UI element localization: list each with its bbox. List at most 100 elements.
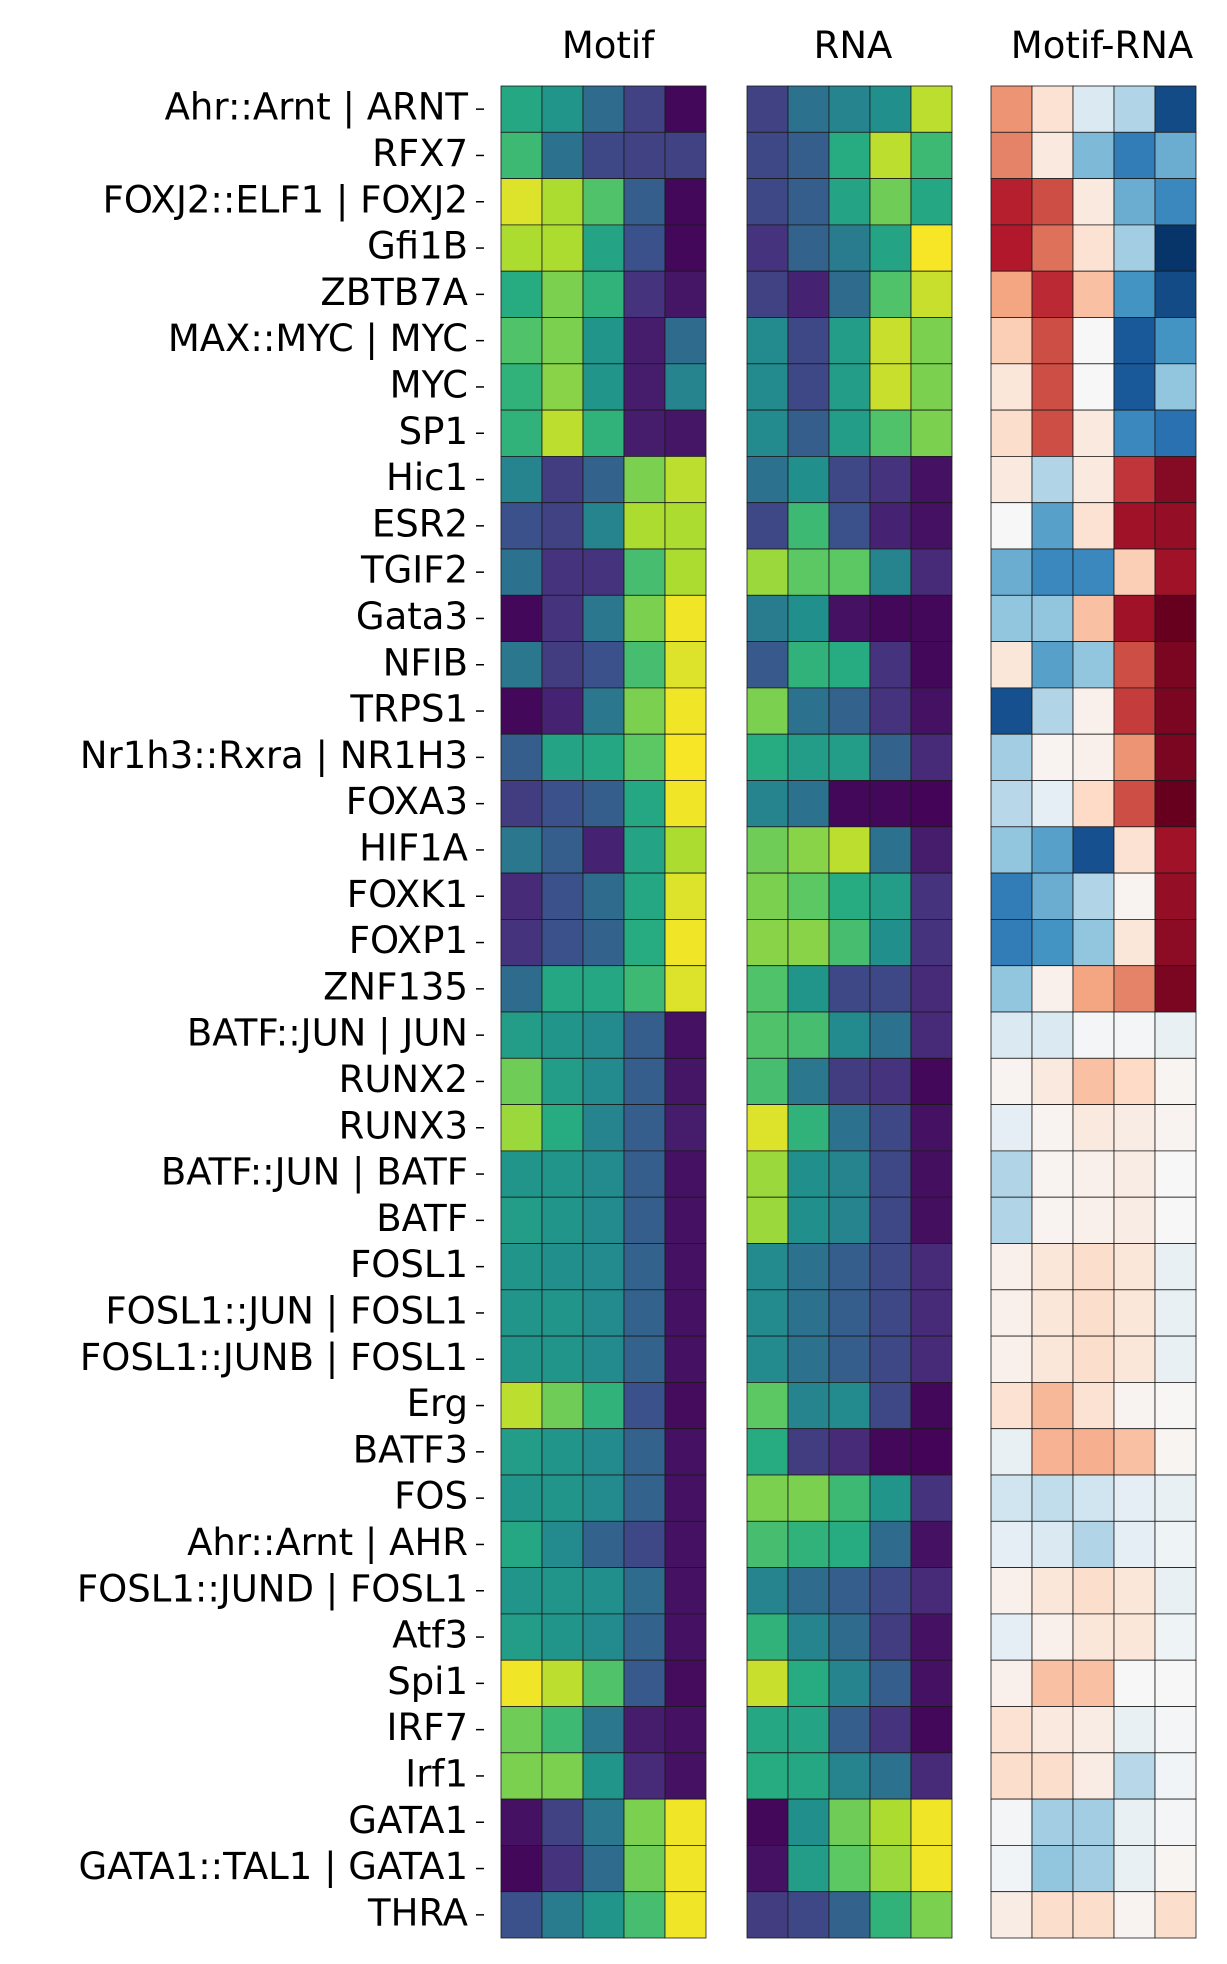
rna-cell (746, 1659, 789, 1707)
motif-cell (500, 178, 543, 226)
rna-cell (869, 1567, 912, 1615)
motif-cell (623, 224, 666, 272)
motif-cell (582, 131, 625, 180)
rna-cell (910, 1335, 953, 1383)
motif-cell (623, 455, 666, 504)
motif-cell (623, 1474, 666, 1522)
motif-rna-cell (1072, 1520, 1115, 1569)
rna-cell (869, 641, 912, 689)
rna-cell (910, 455, 953, 504)
motif-rna-cell (1154, 1798, 1197, 1846)
motif-cell (582, 1428, 625, 1476)
rna-cell (828, 1706, 871, 1754)
motif-rna-cell (1072, 1382, 1115, 1430)
motif-cell (582, 1011, 625, 1059)
motif-rna-cell (1072, 1891, 1115, 1939)
rna-cell (828, 1474, 871, 1522)
motif-rna-cell (1113, 317, 1156, 365)
motif-rna-cell (1072, 224, 1115, 272)
motif-rna-cell (1031, 1011, 1074, 1059)
motif-rna-cell (1072, 919, 1115, 967)
rna-cell (828, 1752, 871, 1800)
motif-rna-cell (1154, 131, 1197, 180)
motif-cell (623, 1659, 666, 1707)
motif-cell (500, 131, 543, 180)
motif-cell (582, 502, 625, 550)
motif-rna-cell (1072, 1335, 1115, 1383)
motif-cell (541, 733, 584, 781)
motif-cell (582, 1150, 625, 1198)
rna-cell (910, 1011, 953, 1059)
rna-cell (910, 733, 953, 781)
motif-cell (664, 780, 707, 828)
motif-rna-cell (1031, 363, 1074, 411)
motif-cell (582, 1289, 625, 1337)
motif-rna-cell (990, 1474, 1033, 1522)
rna-cell (746, 687, 789, 735)
rna-cell (910, 1474, 953, 1522)
motif-rna-cell (1154, 85, 1197, 133)
rna-cell (869, 1891, 912, 1939)
motif-cell (500, 1289, 543, 1337)
motif-cell (582, 733, 625, 781)
motif-rna-cell (990, 780, 1033, 828)
row-label: RFX7 (372, 132, 468, 175)
motif-rna-cell (990, 1798, 1033, 1846)
rna-cell (910, 1196, 953, 1244)
rna-cell (910, 85, 953, 133)
motif-rna-cell (1113, 1845, 1156, 1893)
motif-rna-cell (1154, 270, 1197, 318)
motif-rna-cell (1154, 455, 1197, 504)
rna-cell (787, 1567, 830, 1615)
motif-rna-cell (1154, 1196, 1197, 1244)
motif-cell (541, 1891, 584, 1939)
rna-cell (828, 1011, 871, 1059)
motif-rna-cell (990, 594, 1033, 642)
motif-cell (623, 1798, 666, 1846)
panel-title-motif: Motif (562, 24, 655, 67)
row-label: SP1 (399, 410, 468, 453)
motif-cell (664, 455, 707, 504)
motif-rna-cell (990, 270, 1033, 318)
rna-cell (828, 1659, 871, 1707)
motif-rna-cell (1031, 85, 1074, 133)
motif-cell (664, 131, 707, 180)
motif-cell (623, 317, 666, 365)
motif-rna-cell (990, 85, 1033, 133)
motif-rna-cell (990, 1891, 1033, 1939)
motif-rna-cell (990, 1613, 1033, 1661)
row-label: FOXP1 (349, 919, 468, 962)
rna-cell (910, 224, 953, 272)
rna-cell (828, 455, 871, 504)
rna-cell (828, 363, 871, 411)
motif-cell (664, 178, 707, 226)
motif-rna-cell (990, 1011, 1033, 1059)
motif-cell (582, 1845, 625, 1893)
rna-cell (787, 1335, 830, 1383)
row-label: Ahr::Arnt | AHR (187, 1521, 468, 1564)
motif-rna-cell (1072, 1428, 1115, 1476)
row-label: FOSL1 (350, 1243, 468, 1286)
rna-cell (910, 780, 953, 828)
rna-cell (787, 363, 830, 411)
motif-rna-cell (1031, 409, 1074, 457)
motif-rna-cell (1072, 1057, 1115, 1106)
motif-rna-cell (1154, 780, 1197, 828)
motif-rna-cell (1031, 919, 1074, 967)
motif-cell (582, 270, 625, 318)
rna-cell (869, 1104, 912, 1152)
motif-rna-cell (990, 1752, 1033, 1800)
motif-cell (500, 687, 543, 735)
motif-rna-cell (990, 1104, 1033, 1152)
motif-rna-cell (1031, 1289, 1074, 1337)
motif-cell (582, 224, 625, 272)
motif-rna-cell (1113, 1891, 1156, 1939)
rna-cell (787, 733, 830, 781)
motif-cell (500, 1845, 543, 1893)
rna-cell (787, 1243, 830, 1291)
motif-cell (500, 1520, 543, 1569)
motif-cell (541, 1752, 584, 1800)
motif-cell (664, 1706, 707, 1754)
motif-cell (623, 780, 666, 828)
rna-cell (910, 1520, 953, 1569)
